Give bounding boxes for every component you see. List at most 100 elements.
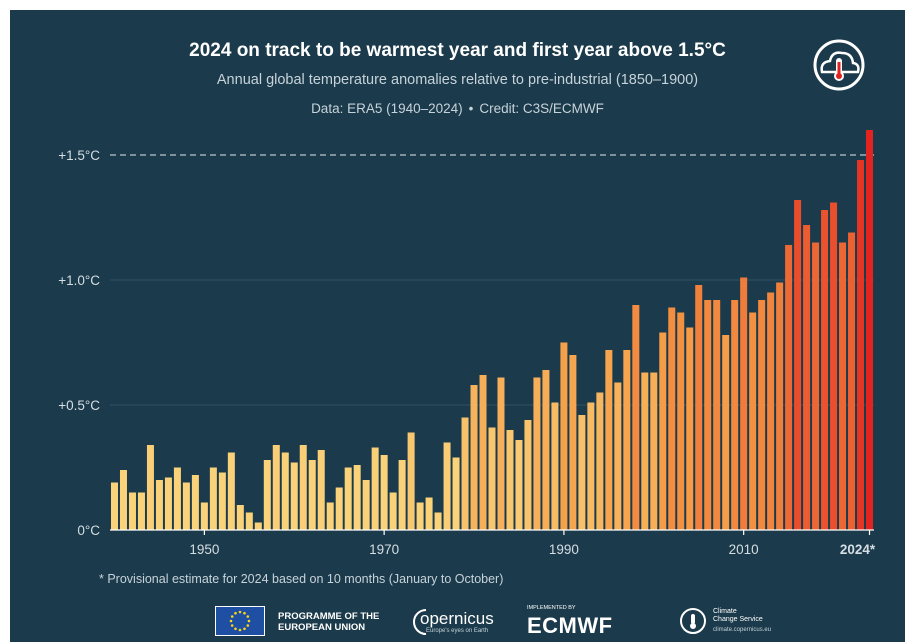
x-tick-label: 1950 <box>189 542 219 557</box>
bar-2009 <box>731 300 739 530</box>
bar-1992 <box>578 415 586 530</box>
bar-1965 <box>335 487 343 530</box>
bar-1988 <box>542 370 550 530</box>
y-tick-label: +1.5°C <box>58 148 100 163</box>
bar-2014 <box>776 282 784 530</box>
bar-2018 <box>812 242 820 530</box>
bar-1993 <box>587 402 595 530</box>
x-tick-label: 1990 <box>549 542 579 557</box>
bar-1986 <box>524 420 532 530</box>
bar-1941 <box>119 470 127 530</box>
eu-line-2: EUROPEAN UNION <box>278 622 366 633</box>
bar-1948 <box>182 482 190 530</box>
ecmwf-logo: ECMWF <box>527 613 613 638</box>
temperature-bar-chart: 0°C +0.5°C +1.0°C +1.5°C 1950 1970 1990 2010 202… <box>58 130 876 557</box>
copernicus-wordmark: opernicus <box>420 609 494 628</box>
bar-1971 <box>389 492 397 530</box>
bar-2000 <box>650 372 658 530</box>
bar-1972 <box>398 460 406 530</box>
bar-2022 <box>848 232 856 530</box>
bar-2017 <box>803 225 811 530</box>
bar-2008 <box>722 335 730 530</box>
bar-2015 <box>785 245 793 530</box>
c3s-text: Climate Change Service <box>713 608 763 624</box>
bar-2005 <box>695 285 703 530</box>
x-tick-label: 2010 <box>729 542 759 557</box>
bar-1951 <box>209 467 217 530</box>
bar-2006 <box>704 300 712 530</box>
bar-1943 <box>137 492 145 530</box>
bar-1967 <box>353 465 361 530</box>
c3s-logo <box>680 608 706 634</box>
logo-bar: PROGRAMME OF THE EUROPEAN UNION opernicu… <box>10 600 905 642</box>
c3s-line-2: Change Service <box>713 616 763 623</box>
bars-layer <box>110 130 874 530</box>
bar-1963 <box>317 450 325 530</box>
bar-1966 <box>344 467 352 530</box>
bar-2003 <box>677 312 685 530</box>
bar-1962 <box>308 460 316 530</box>
bar-1994 <box>596 392 604 530</box>
c3s-url: climate.copernicus.eu <box>713 627 772 633</box>
bar-1996 <box>614 382 622 530</box>
bar-1964 <box>326 502 334 530</box>
data-credit-line: Data: ERA5 (1940–2024) • Credit: C3S/ECMWF <box>10 101 905 116</box>
bar-1984 <box>506 430 514 530</box>
bar-1968 <box>362 480 370 530</box>
bar-1970 <box>380 455 388 530</box>
bar-1979 <box>461 417 469 530</box>
bar-1983 <box>497 377 505 530</box>
c3s-line-1: Climate <box>713 608 737 615</box>
bar-1960 <box>290 462 298 530</box>
bar-1991 <box>569 355 577 530</box>
bar-1958 <box>272 445 280 530</box>
bar-2023 <box>857 160 865 530</box>
eu-flag-icon <box>215 606 265 636</box>
bar-2020 <box>830 202 838 530</box>
bar-1995 <box>605 350 613 530</box>
bar-2001 <box>659 332 667 530</box>
credit-text: Credit: C3S/ECMWF <box>479 101 604 116</box>
bar-1974 <box>416 502 424 530</box>
bar-1957 <box>263 460 271 530</box>
bar-2007 <box>713 300 721 530</box>
bar-1982 <box>488 427 496 530</box>
bar-2011 <box>749 312 757 530</box>
bar-2013 <box>767 292 775 530</box>
x-tick-label: 2024* <box>840 542 876 557</box>
bar-1959 <box>281 452 289 530</box>
bar-1961 <box>299 445 307 530</box>
implemented-by-label: IMPLEMENTED BY <box>527 605 576 611</box>
bar-1987 <box>533 377 541 530</box>
bar-2019 <box>821 210 829 530</box>
bar-1969 <box>371 447 379 530</box>
bar-1990 <box>560 342 568 530</box>
eu-programme-text: PROGRAMME OF THE EUROPEAN UNION <box>278 611 379 633</box>
bar-1997 <box>623 350 631 530</box>
footnote: * Provisional estimate for 2024 based on… <box>99 572 504 586</box>
chart-title: 2024 on track to be warmest year and fir… <box>189 40 726 61</box>
thermometer-cloud-icon <box>813 39 865 91</box>
bar-1956 <box>254 522 262 530</box>
eu-line-1: PROGRAMME OF THE <box>278 611 380 622</box>
bar-1998 <box>632 305 640 530</box>
bar-1973 <box>407 432 415 530</box>
y-tick-label: +1.0°C <box>58 273 100 288</box>
bar-1955 <box>245 512 253 530</box>
bar-1949 <box>191 475 199 530</box>
copernicus-tagline: Europe's eyes on Earth <box>426 628 489 634</box>
bar-1977 <box>443 442 451 530</box>
chart-panel: 2024 on track to be warmest year and fir… <box>10 10 905 642</box>
bar-2012 <box>758 300 766 530</box>
data-source: Data: ERA5 (1940–2024) <box>311 101 463 116</box>
bar-1989 <box>551 402 559 530</box>
bar-2010 <box>740 277 748 530</box>
copernicus-logo <box>413 609 427 635</box>
bar-1980 <box>470 385 478 530</box>
bar-1952 <box>218 472 226 530</box>
bar-2016 <box>794 200 802 530</box>
bar-1944 <box>146 445 154 530</box>
bar-2024 <box>866 130 874 530</box>
axis-layer: 0°C +0.5°C +1.0°C +1.5°C 1950 1970 1990 2010 202… <box>58 148 876 557</box>
bar-2021 <box>839 242 847 530</box>
